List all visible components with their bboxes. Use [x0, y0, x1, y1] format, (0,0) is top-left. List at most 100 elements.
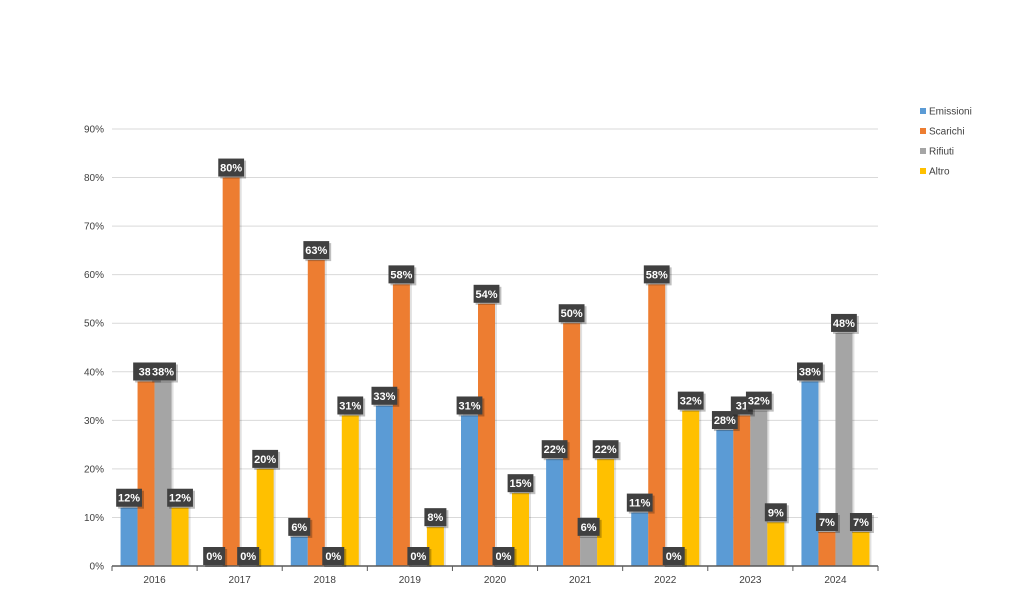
data-label-box [424, 508, 447, 527]
data-label-box [507, 474, 534, 493]
x-tick-label: 2017 [229, 575, 252, 586]
data-label: 32% [680, 396, 702, 408]
data-label: 58% [646, 269, 668, 281]
y-tick-label: 40% [84, 367, 104, 378]
x-tick-label: 2020 [484, 575, 507, 586]
data-label-box [558, 304, 585, 323]
data-label: 31% [339, 400, 361, 412]
legend-swatch-rifiuti [920, 148, 926, 154]
bar-emissioni-2022 [631, 512, 649, 566]
legend-label-scarichi: Scarichi [929, 127, 965, 138]
data-label-box [237, 547, 260, 565]
x-tick-label: 2021 [569, 575, 592, 586]
data-label: 0% [496, 551, 512, 563]
data-label: 31% [458, 400, 480, 412]
data-label: 48% [833, 318, 855, 330]
y-tick-label: 60% [84, 270, 104, 281]
data-label: 0% [666, 551, 682, 563]
data-label-box [797, 362, 823, 381]
bar-altro-2019 [426, 527, 444, 566]
x-tick-label: 2022 [654, 575, 677, 586]
bar-altro-2020 [512, 493, 529, 566]
data-label-box [592, 440, 619, 459]
data-label-box [711, 411, 738, 430]
data-label-box [677, 391, 704, 410]
bar-altro-2018 [341, 415, 359, 566]
bar-emissioni-2020 [461, 415, 478, 566]
data-label: 0% [240, 551, 256, 563]
data-label: 6% [291, 522, 307, 534]
y-tick-label: 70% [84, 222, 104, 233]
bar-scarichi-2024 [818, 532, 836, 566]
legend: Emissioni Scarichi Rifiuti Altro [920, 107, 972, 178]
axes: 0% 10% 20% 30% 40% 50% 60% 70% 80% 90% 2016 2017 201… [84, 125, 879, 586]
data-label-box [116, 488, 142, 507]
data-label-box [407, 547, 430, 565]
bar-rifiuti-2023 [750, 410, 768, 566]
data-labels: 12%0%6%33%31%22%11%28%38%38'80%63%58%54%… [116, 158, 874, 567]
y-tick-label: 90% [84, 125, 104, 136]
data-label: 0% [206, 551, 222, 563]
data-label-box [626, 493, 653, 512]
data-label-box [643, 265, 670, 284]
data-label: 20% [254, 454, 276, 466]
data-label: 9% [768, 507, 784, 519]
bar-emissioni-2023 [716, 430, 734, 566]
data-label-box [388, 265, 415, 284]
bar-altro-2024 [852, 532, 870, 566]
data-label-box [473, 284, 500, 303]
x-tick-label: 2023 [739, 575, 762, 586]
data-label-box [815, 513, 838, 532]
bar-scarichi-2021 [563, 323, 581, 566]
bar-scarichi-2022 [648, 284, 666, 566]
data-label: 8% [427, 512, 443, 524]
data-label: 12% [118, 493, 140, 505]
data-label-box [252, 449, 279, 468]
legend-swatch-emissioni [920, 108, 926, 114]
data-label-box [831, 313, 857, 332]
data-label-box [167, 488, 193, 507]
legend-swatch-scarichi [920, 128, 926, 134]
legend-label-altro: Altro [929, 167, 950, 178]
bar-emissioni-2024 [801, 381, 819, 566]
y-tick-label: 30% [84, 416, 104, 427]
bar-emissioni-2021 [546, 459, 564, 566]
y-tick-label: 50% [84, 319, 104, 330]
data-label: 22% [544, 444, 566, 456]
x-tick-label: 2016 [143, 575, 166, 586]
legend-label-rifiuti: Rifiuti [929, 147, 954, 158]
data-label: 80% [220, 163, 242, 175]
y-tick-label: 10% [84, 513, 104, 524]
bar-altro-2016 [171, 507, 189, 566]
data-label-box [849, 513, 872, 532]
data-label: 38% [799, 366, 821, 378]
bar-altro-2021 [597, 459, 615, 566]
data-label: 0% [410, 551, 426, 563]
data-label-box [492, 547, 515, 565]
data-label: 7% [819, 517, 835, 529]
data-label-box [322, 547, 345, 565]
bar-rifiuti-2016 [154, 381, 172, 566]
data-label-box [541, 440, 568, 459]
x-tick-label: 2024 [824, 575, 847, 586]
data-label-box [456, 396, 483, 415]
data-label-box [218, 158, 245, 177]
data-label: 15% [509, 478, 531, 490]
data-label: 31 [736, 400, 748, 412]
data-label-box [371, 386, 398, 405]
bar-emissioni-2018 [290, 536, 308, 566]
bar-scarichi-2016 [137, 381, 155, 566]
data-label-box [662, 547, 685, 565]
bar-scarichi-2023 [733, 415, 751, 566]
data-label: 22% [595, 444, 617, 456]
bar-altro-2023 [767, 522, 785, 566]
x-tick-label: 2019 [399, 575, 422, 586]
data-label-box [577, 517, 600, 536]
y-tick-label: 0% [90, 562, 105, 573]
legend-label-emissioni: Emissioni [929, 107, 972, 118]
data-label: 50% [561, 308, 583, 320]
bar-emissioni-2016 [120, 507, 138, 566]
data-label: 38' [139, 366, 154, 378]
data-label-box [764, 503, 787, 522]
bar-emissioni-2019 [375, 405, 393, 566]
